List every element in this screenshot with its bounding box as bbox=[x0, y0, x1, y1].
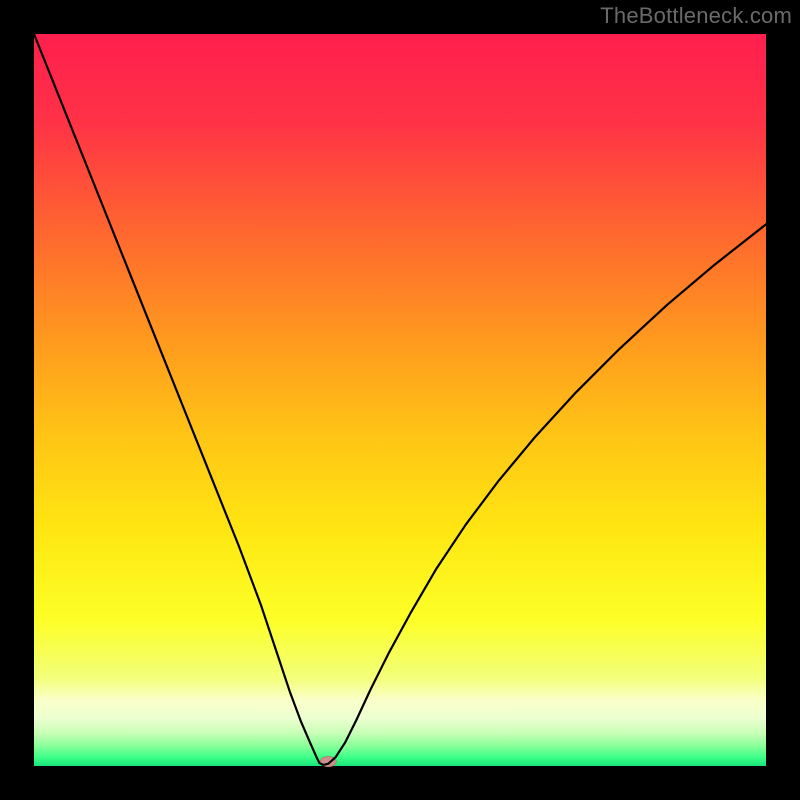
plot-background bbox=[34, 34, 766, 766]
chart-stage: TheBottleneck.com bbox=[0, 0, 800, 800]
watermark-text: TheBottleneck.com bbox=[600, 3, 792, 29]
bottleneck-chart bbox=[0, 0, 800, 800]
